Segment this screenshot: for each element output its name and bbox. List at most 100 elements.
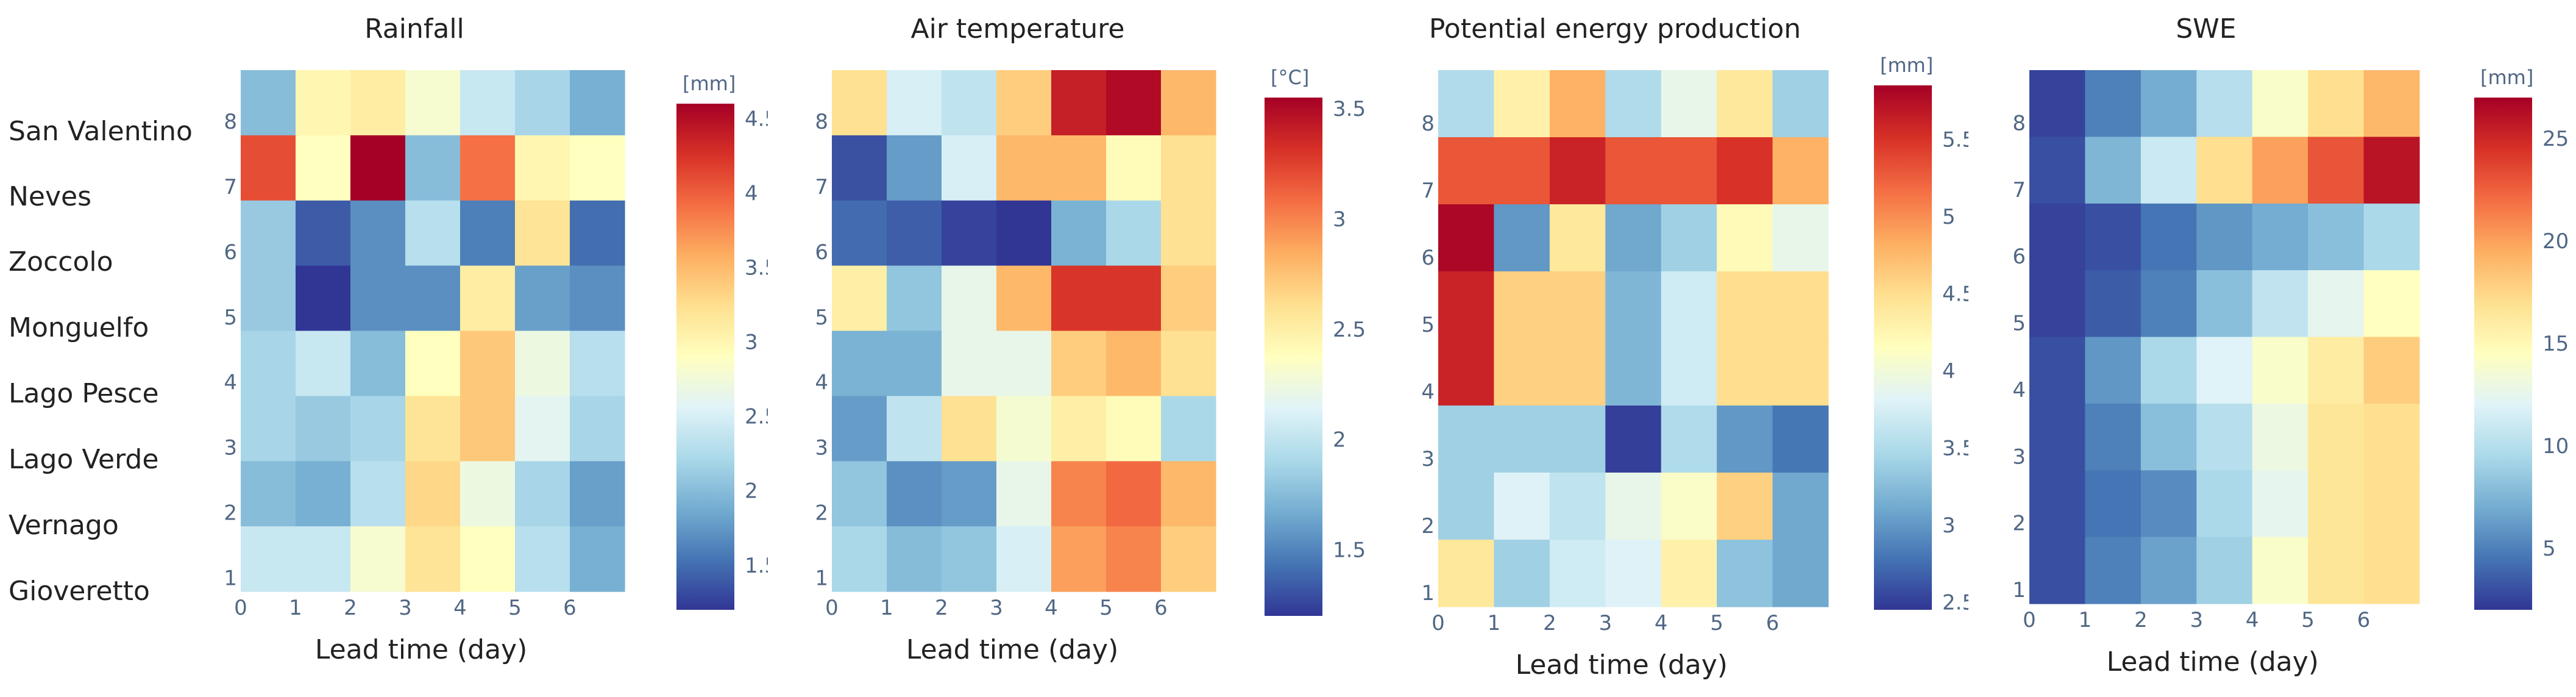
colorbar-tick-label: 1.5 — [745, 554, 768, 578]
heatmap-cell — [2252, 537, 2308, 604]
y-tick-label: 4 — [815, 371, 828, 395]
heatmap-cell — [1051, 396, 1107, 462]
colorbar-unit: [mm] — [683, 72, 736, 95]
heatmap-cell — [570, 331, 625, 396]
heatmap-cell — [832, 526, 887, 592]
y-tick-label: 3 — [2012, 445, 2026, 469]
heatmap-cell — [1051, 70, 1107, 136]
energy-production-heatmap: Potential energy production 1 2 3 4 5 6 7 8 0 1 2 3 4… — [1421, 13, 1975, 681]
heatmap-cell — [2308, 337, 2365, 404]
heatmap-cell — [405, 70, 461, 136]
colorbar-tick-label: 5 — [2542, 537, 2556, 561]
heatmap-cell — [405, 461, 461, 527]
heatmap-cell — [2363, 403, 2420, 471]
heatmap-cell — [2196, 137, 2253, 204]
heatmap-cell — [1494, 271, 1550, 339]
heatmap-cell — [1661, 473, 1717, 540]
heatmap-cells — [2029, 70, 2420, 604]
heatmap-cell — [1661, 338, 1717, 406]
heatmap-cell — [1161, 396, 1216, 462]
heatmap-cell — [405, 135, 461, 201]
heatmap-cell — [996, 526, 1052, 592]
heatmap-cell — [2029, 70, 2085, 137]
heatmap-cell — [1772, 137, 1829, 205]
y-tick-label: 1 — [815, 566, 828, 590]
heatmap-cell — [2252, 270, 2308, 338]
heatmap-cell — [405, 396, 461, 462]
station-label: Lago Verde — [9, 444, 159, 475]
energy-production-heatmap-panel: Potential energy production 1 2 3 4 5 6 7 8 0 1 2 3 4… — [1408, 0, 1975, 695]
heatmap-cell — [887, 396, 942, 462]
heatmap-cell — [942, 331, 997, 396]
air-temperature-heatmap-panel: Air temperature 1 2 3 4 5 6 7 8 0 1 2 3 4 5 6 Lead time … — [811, 0, 1396, 695]
heatmap-cell — [1549, 271, 1606, 339]
heatmap-cell — [2029, 137, 2085, 204]
heatmap-cell — [1438, 338, 1494, 406]
heatmap-cell — [460, 331, 516, 396]
heatmap-cell — [2029, 337, 2085, 404]
heatmap-cell — [996, 135, 1052, 201]
heatmap-cell — [1106, 396, 1162, 462]
heatmap-cell — [1161, 70, 1216, 136]
heatmap-cell — [1717, 204, 1773, 272]
heatmap-cell — [1772, 271, 1829, 339]
heatmap-cell — [2363, 70, 2420, 137]
heatmap-cell — [1549, 473, 1606, 540]
heatmap-cell — [887, 526, 942, 592]
heatmap-cell — [2196, 337, 2253, 404]
heatmap-cell — [1717, 70, 1773, 138]
heatmap-cell — [296, 70, 351, 136]
heatmap-cell — [2140, 70, 2197, 137]
y-tick-label: 2 — [1421, 514, 1435, 538]
heatmap-cell — [570, 265, 625, 332]
heatmap-cell — [350, 526, 406, 592]
heatmap-cell — [832, 331, 887, 396]
colorbar-tick-label: 3.5 — [1333, 97, 1366, 121]
heatmap-cell — [241, 200, 296, 266]
heatmap-cell — [2085, 270, 2141, 338]
heatmap-cell — [2308, 203, 2365, 271]
heatmap-cell — [296, 396, 351, 462]
heatmap-cell — [241, 396, 296, 462]
y-tick-label: 4 — [2012, 378, 2026, 402]
heatmap-cell — [1051, 526, 1107, 592]
heatmap-cell — [1438, 473, 1494, 540]
heatmap-cell — [996, 265, 1052, 332]
heatmap-cell — [1051, 461, 1107, 527]
y-tick-label: 3 — [815, 436, 828, 460]
x-tick-label: 4 — [2246, 608, 2259, 632]
heatmap-cell — [2140, 203, 2197, 271]
heatmap-cell — [2196, 270, 2253, 338]
heatmap-cell — [1661, 271, 1717, 339]
chart-title: Rainfall — [364, 13, 464, 45]
y-tick-label: 5 — [1421, 313, 1435, 337]
heatmap-cell — [1161, 200, 1216, 266]
station-label: Neves — [9, 181, 92, 212]
heatmap-cell — [1106, 526, 1162, 592]
station-label: Monguelfo — [9, 312, 149, 343]
heatmap-cell — [1494, 204, 1550, 272]
heatmap-cell — [1661, 406, 1717, 473]
heatmap-cell — [1494, 406, 1550, 473]
heatmap-cell — [1605, 70, 1662, 138]
colorbar-tick-label: 15 — [2542, 332, 2569, 356]
heatmap-cell — [2196, 470, 2253, 538]
heatmap-cell — [1051, 331, 1107, 396]
x-axis-label: Lead time (day) — [906, 634, 1118, 665]
heatmap-cell — [570, 135, 625, 201]
swe-heatmap: SWE 1 2 3 4 5 6 7 8 0 1 2 3 4 5 6 Lead time (day) [mm] 5 10… — [2012, 13, 2569, 677]
y-tick-label: 8 — [815, 110, 828, 134]
heatmap-cell — [2085, 70, 2141, 137]
x-tick-label: 5 — [508, 596, 522, 620]
y-tick-label: 8 — [1421, 112, 1435, 136]
x-tick-label: 6 — [563, 596, 577, 620]
x-tick-label: 6 — [2357, 608, 2371, 632]
heatmap-cell — [241, 331, 296, 396]
heatmap-cell — [2196, 203, 2253, 271]
heatmap-cell — [350, 265, 406, 332]
heatmap-cell — [2308, 270, 2365, 338]
y-tick-label: 8 — [2012, 111, 2026, 135]
colorbar-tick-label: 2.5 — [1333, 318, 1366, 342]
colorbar-unit: [°C] — [1271, 66, 1309, 89]
heatmap-cell — [887, 135, 942, 201]
